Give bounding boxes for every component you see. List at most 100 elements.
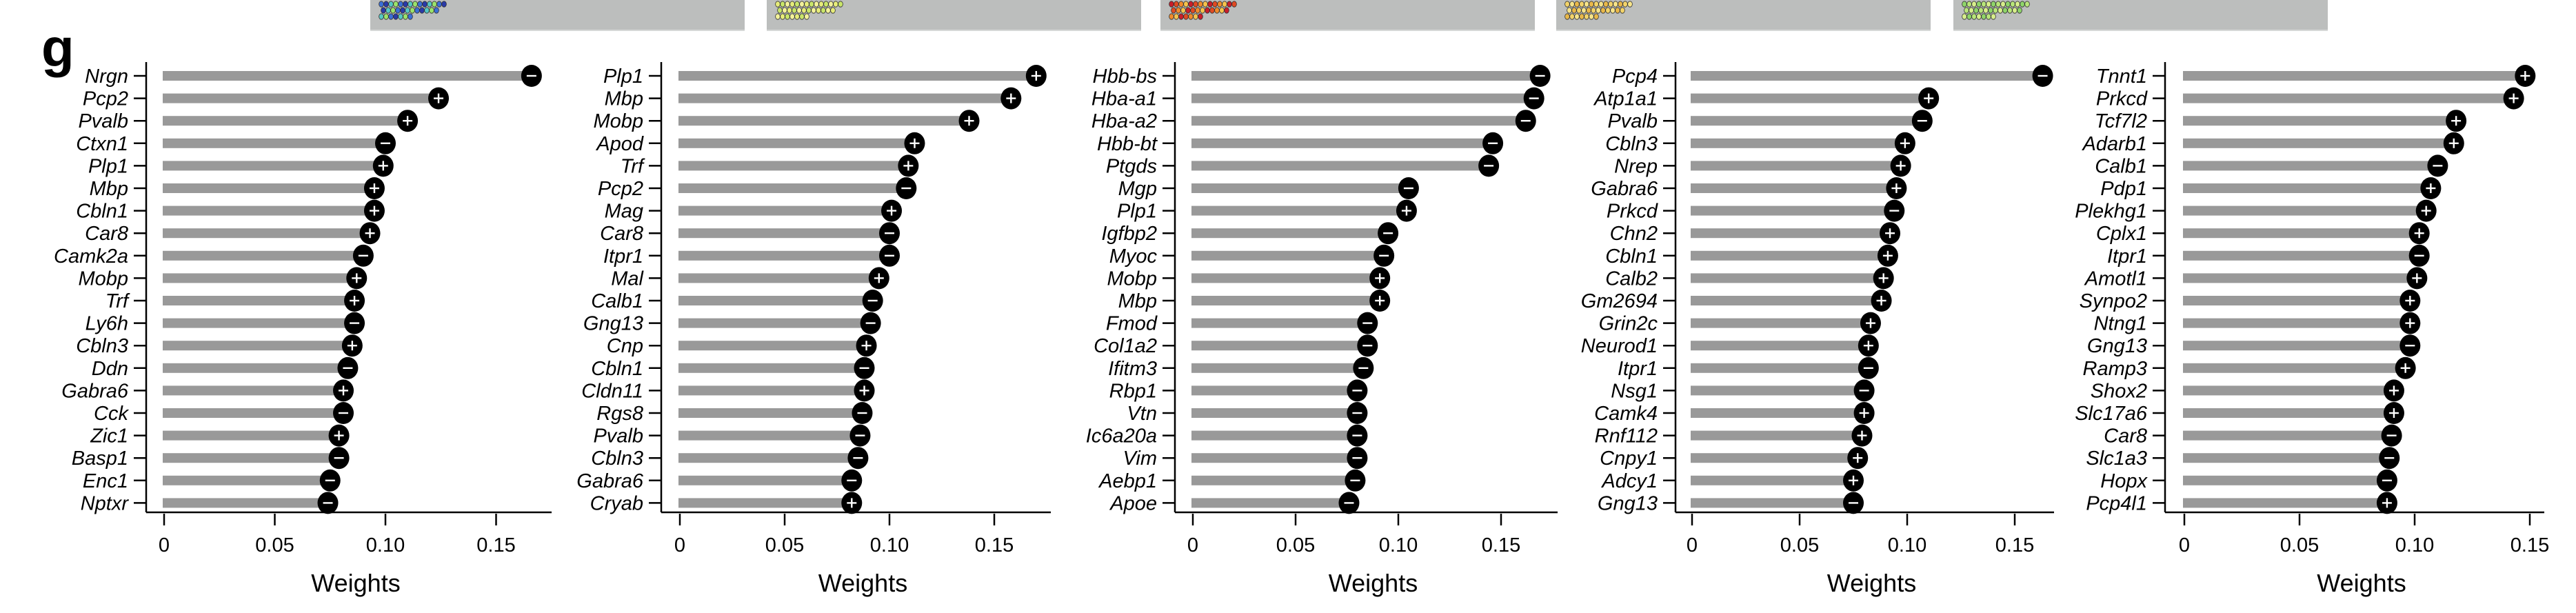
bar xyxy=(163,116,415,126)
bar xyxy=(1191,273,1387,283)
bar xyxy=(678,250,896,261)
spatial-spots xyxy=(775,1,843,20)
bar xyxy=(1191,498,1356,508)
x-tick-label: 0.05 xyxy=(1276,534,1315,556)
gene-label: Cbln1 xyxy=(591,358,643,380)
x-tick-label: 0.10 xyxy=(366,534,405,556)
chart-panel-1: NrgnPcp2PvalbCtxn1Plp1MbpCbln1Car8Camk2a… xyxy=(54,62,552,597)
spatial-spot xyxy=(838,1,843,8)
gene-label: Ntng1 xyxy=(2094,313,2147,335)
gene-label: Amotl1 xyxy=(2084,268,2147,290)
gene-label: Neurod1 xyxy=(1581,335,1658,357)
bar xyxy=(163,318,362,328)
bar xyxy=(163,183,381,193)
gene-label: Calb1 xyxy=(2095,155,2147,177)
spatial-map-thumbnail-1 xyxy=(370,0,745,31)
x-tick-label: 0.10 xyxy=(870,534,909,556)
bar xyxy=(678,71,1043,81)
bar xyxy=(163,273,364,283)
gene-label: Cbln1 xyxy=(76,201,128,223)
chart-panel-5: Tnnt1PrkcdTcf7l2Adarb1Calb1Pdp1Plekhg1Cp… xyxy=(2075,62,2549,597)
gene-label: Hbb-bt xyxy=(1097,133,1158,155)
gene-label: Pcp4l1 xyxy=(2086,492,2147,514)
bar xyxy=(2183,93,2521,103)
gene-label: Prkcd xyxy=(1607,201,1658,223)
gene-label: Zic1 xyxy=(90,425,128,448)
spatial-spot xyxy=(441,1,447,8)
bar xyxy=(1191,228,1396,239)
bar xyxy=(678,161,916,171)
gene-label: Car8 xyxy=(600,223,643,245)
bar xyxy=(163,296,362,305)
gene-label: Gng13 xyxy=(1598,492,1658,514)
gene-label: Gng13 xyxy=(583,313,643,335)
gene-label: Gm2694 xyxy=(1581,290,1658,312)
x-tick-label: 0.10 xyxy=(2395,534,2434,556)
gene-label: Mag xyxy=(605,201,643,223)
bar xyxy=(678,475,859,485)
gene-label: Adcy1 xyxy=(1600,470,1658,492)
bar xyxy=(163,363,355,373)
bar xyxy=(163,341,359,351)
spatial-spot xyxy=(1224,7,1229,14)
gene-label: Cck xyxy=(94,403,129,425)
x-axis-title: Weights xyxy=(1827,569,1916,597)
spatial-map-thumbnail-2 xyxy=(767,0,1141,31)
gene-label: Rgs8 xyxy=(596,403,643,425)
spatial-spots xyxy=(1169,1,1237,20)
bar xyxy=(1691,430,1869,441)
bar xyxy=(1191,71,1547,81)
gene-label: Apoe xyxy=(1109,492,1157,514)
gene-label: Gabra6 xyxy=(1591,178,1658,200)
gene-label: Nsg1 xyxy=(1611,380,1658,402)
gene-label: Prkcd xyxy=(2096,88,2148,110)
chart-panel-4: Pcp4Atp1a1PvalbCbln3NrepGabra6PrkcdChn2C… xyxy=(1581,62,2054,597)
gene-label: Pcp4 xyxy=(1612,66,1658,88)
gene-label: Synpo2 xyxy=(2080,290,2147,312)
gene-label: Rnf112 xyxy=(1595,425,1658,448)
bar xyxy=(1691,453,1865,463)
bar xyxy=(1191,341,1375,351)
x-tick-label: 0.05 xyxy=(2280,534,2319,556)
gene-label: Mbp xyxy=(1118,290,1157,312)
gene-label: Cbln3 xyxy=(76,335,128,357)
bar xyxy=(678,385,872,396)
gene-label: Car8 xyxy=(2104,425,2147,448)
gene-label: Cbln3 xyxy=(1605,133,1658,155)
gene-label: Slc17a6 xyxy=(2075,403,2148,425)
gene-label: Pvalb xyxy=(78,110,128,132)
gene-label: Nrep xyxy=(1614,155,1658,177)
bar xyxy=(1691,475,1860,485)
spatial-spot xyxy=(2017,7,2022,14)
bar xyxy=(1691,228,1898,239)
gene-label: Trf xyxy=(621,155,645,177)
x-tick-label: 0.10 xyxy=(1379,534,1418,556)
x-tick-label: 0.15 xyxy=(1995,534,2034,556)
bar xyxy=(678,116,976,126)
spatial-spot xyxy=(407,13,413,20)
gene-label: Vtn xyxy=(1127,403,1157,425)
bar xyxy=(1191,475,1362,485)
spatial-spots xyxy=(379,1,447,20)
bar xyxy=(678,363,872,373)
bar xyxy=(2183,228,2426,239)
gene-label: Hopx xyxy=(2100,470,2148,492)
x-axis-title: Weights xyxy=(1329,569,1418,597)
bar xyxy=(1191,453,1365,463)
bar xyxy=(163,475,337,485)
x-tick-label: 0 xyxy=(1687,534,1698,556)
gene-label: Gabra6 xyxy=(576,470,644,492)
gene-label: Cplx1 xyxy=(2096,223,2147,245)
bar xyxy=(1191,138,1500,148)
bar xyxy=(1691,183,1904,193)
bar xyxy=(1691,93,1936,103)
x-axis-title: Weights xyxy=(818,569,907,597)
bar xyxy=(163,93,446,103)
bar xyxy=(678,498,859,508)
bar xyxy=(2183,475,2394,485)
gene-label: Mobp xyxy=(78,268,128,290)
x-axis-title: Weights xyxy=(311,569,400,597)
bar xyxy=(678,273,886,283)
gene-label: Adarb1 xyxy=(2081,133,2147,155)
bar xyxy=(1191,430,1365,441)
